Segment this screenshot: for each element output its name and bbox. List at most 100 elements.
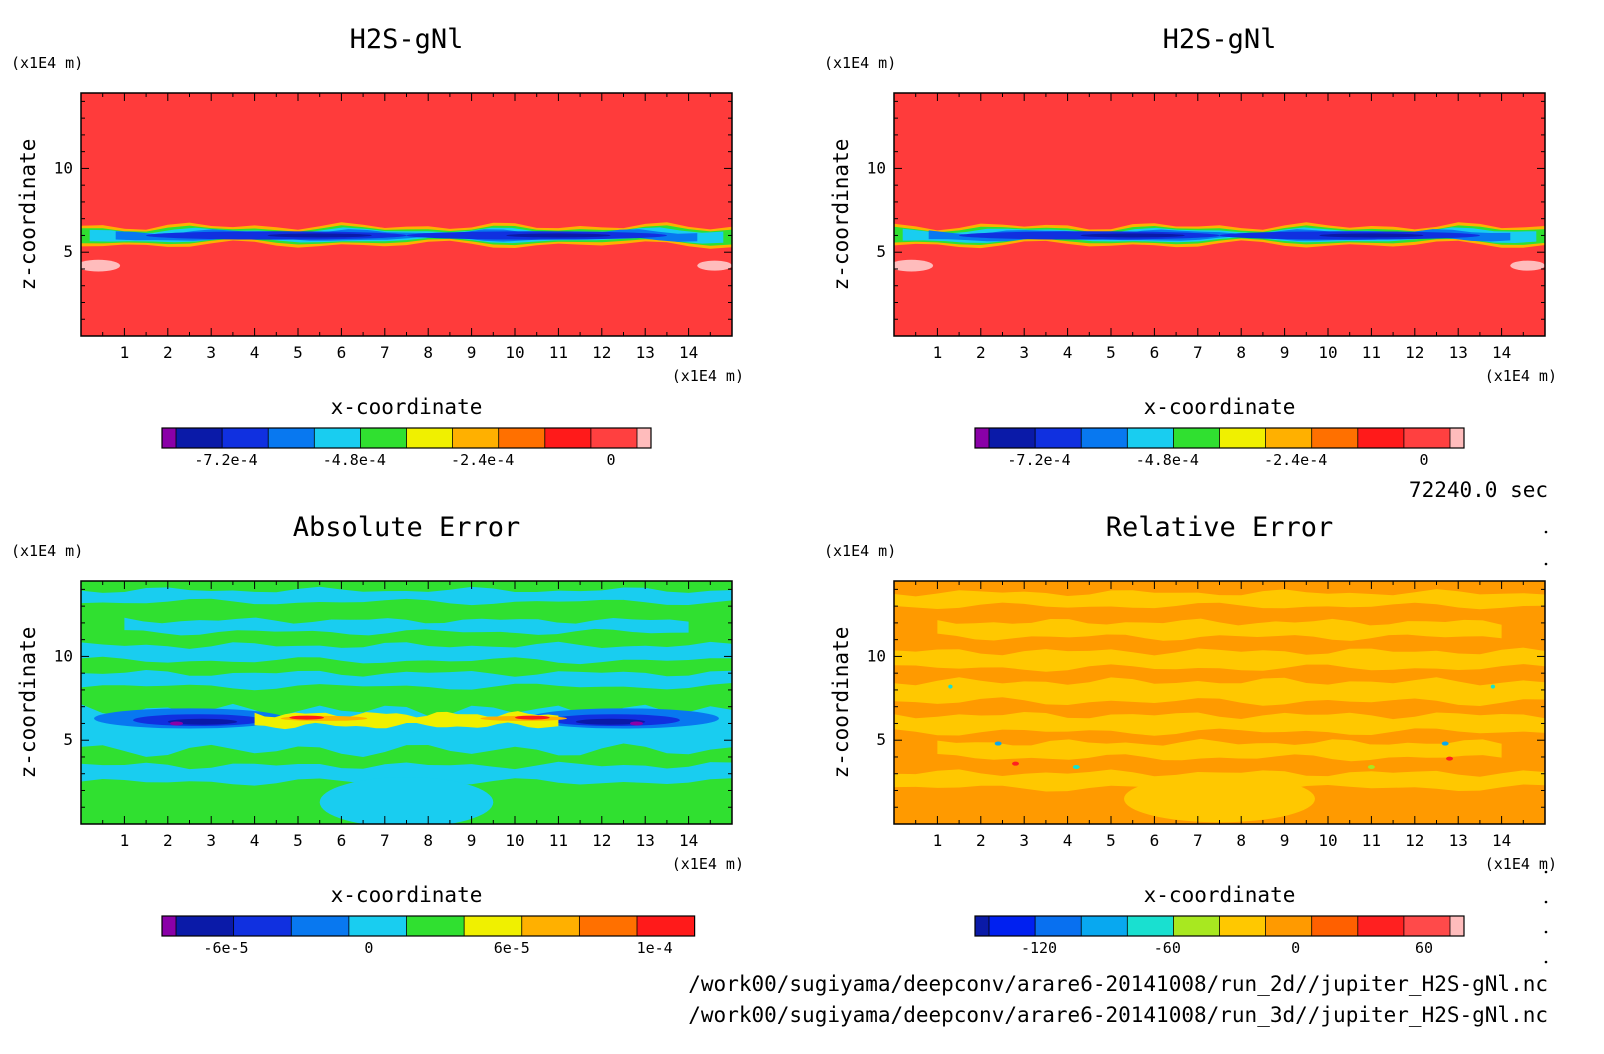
colorbar-swatch — [162, 428, 176, 448]
colorbar-tick-label: 0 — [606, 451, 615, 469]
x-tick-label: 5 — [293, 831, 303, 850]
colorbar-frame — [161, 915, 696, 937]
colorbar-swatch — [975, 428, 989, 448]
contour-region — [1510, 260, 1545, 271]
chart-title: Absolute Error — [293, 512, 521, 543]
colorbar-swatch — [590, 428, 637, 448]
source-file-2d: /work00/sugiyama/deepconv/arare6-2014100… — [688, 972, 1548, 996]
contour-band — [894, 677, 1545, 706]
y-tick-label: 5 — [876, 730, 886, 749]
colorbar: -120 -60 0 60 — [974, 915, 1465, 957]
x-tick-label: 14 — [1492, 831, 1511, 850]
colorbar-swatch — [1081, 916, 1128, 936]
colorbar-tick-label: -2.4e-4 — [451, 451, 514, 469]
colorbar-tick-label: -7.2e-4 — [194, 451, 257, 469]
contour-band — [937, 738, 1502, 762]
colorbar-frame — [974, 915, 1465, 937]
x-unit-label: (x1E4 m) — [672, 367, 744, 385]
colorbar-tick-label: 0 — [1419, 451, 1428, 469]
colorbar-swatch — [1311, 428, 1358, 448]
x-tick-label: 3 — [206, 343, 216, 362]
x-tick-label: 9 — [467, 343, 477, 362]
colorbar-tick-label: -120 — [1021, 939, 1057, 957]
colorbar-tick-label: 60 — [1415, 939, 1433, 957]
x-tick-label: 1 — [120, 343, 130, 362]
y-tick-label: 5 — [63, 242, 73, 261]
x-tick-label: 11 — [549, 343, 568, 362]
colorbar-swatch — [989, 916, 1036, 936]
y-axis-label: z-coordinate — [16, 139, 40, 291]
chart-title: H2S-gNl — [1163, 24, 1277, 55]
colorbar-swatch — [521, 916, 580, 936]
colorbar-swatch — [1403, 916, 1450, 936]
x-axis-label: x-coordinate — [1144, 395, 1296, 419]
colorbar-swatch — [1035, 428, 1082, 448]
x-tick-label: 10 — [1318, 343, 1337, 362]
x-tick-label: 8 — [423, 343, 433, 362]
colorbar-swatch — [1035, 916, 1082, 936]
x-tick-label: 2 — [976, 343, 986, 362]
x-tick-label: 3 — [206, 831, 216, 850]
x-tick-label: 6 — [1150, 831, 1160, 850]
colorbar-tick-label: -6e-5 — [203, 939, 248, 957]
contour-band — [81, 761, 732, 786]
x-tick-label: 13 — [1449, 831, 1468, 850]
colorbar-swatch — [1127, 916, 1174, 936]
x-tick-label: 11 — [549, 831, 568, 850]
colorbar-swatch — [1357, 428, 1404, 448]
chart-title: H2S-gNl — [350, 24, 464, 55]
contour-field — [894, 581, 1545, 824]
contour-region — [1441, 741, 1449, 746]
y-axis-label: z-coordinate — [829, 627, 853, 779]
colorbar-swatch — [1265, 916, 1312, 936]
x-tick-label: 4 — [250, 831, 260, 850]
x-tick-label: 5 — [1106, 831, 1116, 850]
field-background — [894, 93, 1545, 336]
y-axis-label: z-coordinate — [16, 627, 40, 779]
x-tick-label: 12 — [1405, 831, 1424, 850]
colorbar-swatch — [975, 916, 989, 936]
colorbar-tick-label: 0 — [364, 939, 373, 957]
colorbar-swatch — [989, 428, 1036, 448]
source-file-3d: /work00/sugiyama/deepconv/arare6-2014100… — [688, 1003, 1548, 1027]
colorbar-swatch — [222, 428, 269, 448]
colorbar-swatch — [544, 428, 591, 448]
colorbar-swatch — [1219, 916, 1266, 936]
x-tick-label: 8 — [1236, 343, 1246, 362]
field-background — [81, 93, 732, 336]
contour-region — [1490, 684, 1496, 689]
colorbar-tick-label: -2.4e-4 — [1264, 451, 1327, 469]
contour-region — [81, 259, 121, 272]
colorbar-swatch — [1450, 428, 1464, 448]
x-tick-label: 7 — [380, 831, 390, 850]
contour-region — [630, 721, 644, 726]
colorbar-tick-label: 0 — [1291, 939, 1300, 957]
colorbar-swatch — [1173, 916, 1220, 936]
x-tick-label: 13 — [636, 343, 655, 362]
colorbar-swatch — [1081, 428, 1128, 448]
colorbar-swatch — [162, 916, 176, 936]
colorbar: -6e-5 0 6e-5 1e-4 — [161, 915, 696, 957]
time-label: 72240.0 sec — [1409, 478, 1548, 502]
x-tick-label: 13 — [636, 831, 655, 850]
colorbar-swatch — [360, 428, 407, 448]
y-tick-label: 5 — [63, 730, 73, 749]
x-tick-label: 11 — [1362, 343, 1381, 362]
x-tick-label: 8 — [423, 831, 433, 850]
x-tick-label: 1 — [933, 831, 943, 850]
colorbar-swatch — [291, 916, 349, 936]
x-tick-label: 7 — [1193, 831, 1203, 850]
x-tick-label: 3 — [1019, 831, 1029, 850]
colorbar-swatch — [176, 916, 234, 936]
x-tick-label: 6 — [1150, 343, 1160, 362]
contour-field — [81, 581, 732, 824]
x-unit-label: (x1E4 m) — [1485, 367, 1557, 385]
x-tick-label: 4 — [1063, 831, 1073, 850]
colorbar-swatch — [1311, 916, 1358, 936]
x-tick-label: 10 — [1318, 831, 1337, 850]
contour-region — [515, 715, 550, 720]
